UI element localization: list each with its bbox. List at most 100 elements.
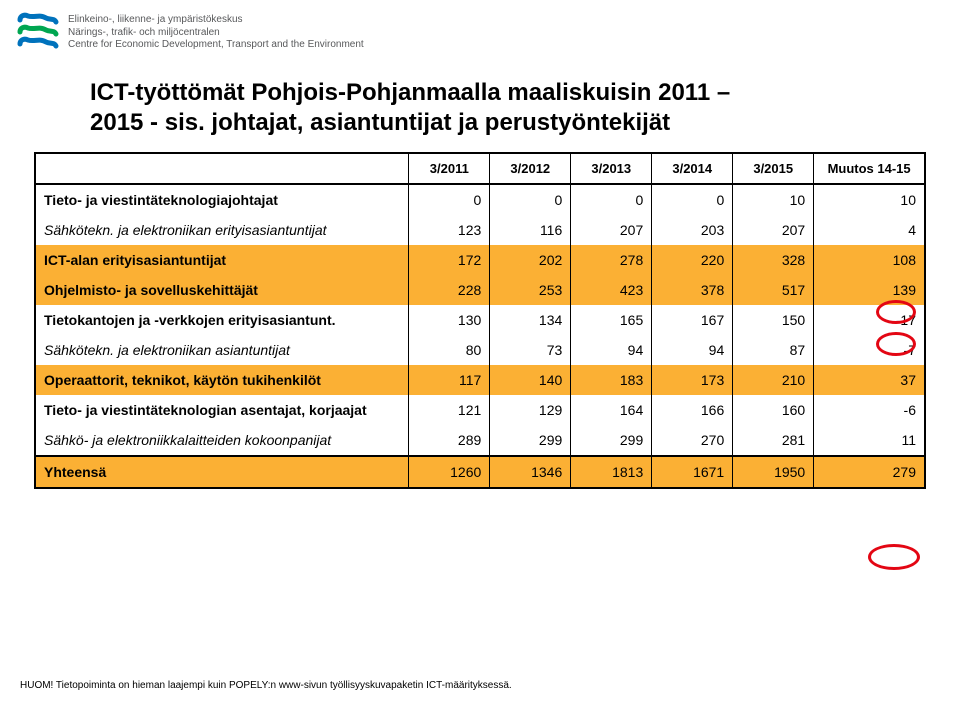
cell-value: 160 (733, 395, 814, 425)
cell-value: 10 (814, 184, 925, 215)
col-header: Muutos 14-15 (814, 153, 925, 184)
table-total-row: Yhteensä12601346181316711950279 (35, 456, 925, 488)
logo-block: Elinkeino-, liikenne- ja ympäristökeskus… (14, 10, 364, 56)
table-row: Tieto- ja viestintäteknologiajohtajat000… (35, 184, 925, 215)
col-header: 3/2012 (490, 153, 571, 184)
cell-value: 140 (490, 365, 571, 395)
cell-value: 167 (652, 305, 733, 335)
cell-value: 87 (733, 335, 814, 365)
cell-value: 37 (814, 365, 925, 395)
title-line-2: 2015 - sis. johtajat, asiantuntijat ja p… (90, 109, 670, 136)
row-label: Tietokantojen ja -verkkojen erityisasian… (35, 305, 409, 335)
cell-value: 139 (814, 275, 925, 305)
footnote-text: HUOM! Tietopoiminta on hieman laajempi k… (20, 680, 512, 691)
org-names: Elinkeino-, liikenne- ja ympäristökeskus… (68, 14, 364, 52)
cell-value: 203 (652, 215, 733, 245)
cell-value: 73 (490, 335, 571, 365)
cell-value: 117 (409, 365, 490, 395)
cell-value: 328 (733, 245, 814, 275)
highlight-circle-icon (868, 544, 920, 570)
cell-value: 299 (490, 425, 571, 456)
cell-value: 10 (733, 184, 814, 215)
cell-value: 165 (571, 305, 652, 335)
total-value: 1346 (490, 456, 571, 488)
cell-value: 130 (409, 305, 490, 335)
page-title: ICT-työttömät Pohjois-Pohjanmaalla maali… (90, 78, 910, 138)
cell-value: 166 (652, 395, 733, 425)
table-row: Ohjelmisto- ja sovelluskehittäjät2282534… (35, 275, 925, 305)
cell-value: 80 (409, 335, 490, 365)
cell-value: 0 (571, 184, 652, 215)
cell-value: 278 (571, 245, 652, 275)
cell-value: 270 (652, 425, 733, 456)
page-header: Elinkeino-, liikenne- ja ympäristökeskus… (0, 0, 960, 56)
table-row: Operaattorit, teknikot, käytön tukihenki… (35, 365, 925, 395)
row-label: ICT-alan erityisasiantuntijat (35, 245, 409, 275)
row-label: Ohjelmisto- ja sovelluskehittäjät (35, 275, 409, 305)
cell-value: 134 (490, 305, 571, 335)
cell-value: 94 (652, 335, 733, 365)
row-label: Sähkötekn. ja elektroniikan asiantuntija… (35, 335, 409, 365)
cell-value: 207 (733, 215, 814, 245)
cell-value: 172 (409, 245, 490, 275)
cell-value: 207 (571, 215, 652, 245)
cell-value: 4 (814, 215, 925, 245)
table-row: Sähkötekn. ja elektroniikan asiantuntija… (35, 335, 925, 365)
cell-value: 210 (733, 365, 814, 395)
org-line-fi: Elinkeino-, liikenne- ja ympäristökeskus (68, 14, 364, 27)
cell-value: 123 (409, 215, 490, 245)
cell-value: -7 (814, 335, 925, 365)
row-label: Tieto- ja viestintäteknologian asentajat… (35, 395, 409, 425)
org-line-sv: Närings-, trafik- och miljöcentralen (68, 27, 364, 40)
cell-value: 220 (652, 245, 733, 275)
cell-value: 150 (733, 305, 814, 335)
cell-value: 183 (571, 365, 652, 395)
cell-value: 253 (490, 275, 571, 305)
table-row: Tietokantojen ja -verkkojen erityisasian… (35, 305, 925, 335)
col-header: 3/2011 (409, 153, 490, 184)
ict-unemployment-table: 3/2011 3/2012 3/2013 3/2014 3/2015 Muuto… (34, 152, 926, 489)
table-row: ICT-alan erityisasiantuntijat17220227822… (35, 245, 925, 275)
cell-value: 0 (652, 184, 733, 215)
cell-value: 164 (571, 395, 652, 425)
cell-value: 228 (409, 275, 490, 305)
cell-value: 289 (409, 425, 490, 456)
cell-value: 0 (409, 184, 490, 215)
cell-value: 299 (571, 425, 652, 456)
data-table-wrap: 3/2011 3/2012 3/2013 3/2014 3/2015 Muuto… (34, 152, 926, 489)
total-value: 1813 (571, 456, 652, 488)
cell-value: 423 (571, 275, 652, 305)
total-value: 1671 (652, 456, 733, 488)
col-header: 3/2013 (571, 153, 652, 184)
cell-value: 281 (733, 425, 814, 456)
cell-value: 173 (652, 365, 733, 395)
cell-value: 11 (814, 425, 925, 456)
cell-value: 108 (814, 245, 925, 275)
title-line-1: ICT-työttömät Pohjois-Pohjanmaalla maali… (90, 79, 730, 106)
row-label: Tieto- ja viestintäteknologiajohtajat (35, 184, 409, 215)
col-header: 3/2014 (652, 153, 733, 184)
total-value: 1950 (733, 456, 814, 488)
table-row: Tieto- ja viestintäteknologian asentajat… (35, 395, 925, 425)
cell-value: -17 (814, 305, 925, 335)
cell-value: 517 (733, 275, 814, 305)
total-value: 279 (814, 456, 925, 488)
cell-value: 378 (652, 275, 733, 305)
table-body: Tieto- ja viestintäteknologiajohtajat000… (35, 184, 925, 488)
cell-value: -6 (814, 395, 925, 425)
row-label: Sähkö- ja elektroniikkalaitteiden kokoon… (35, 425, 409, 456)
table-header-row: 3/2011 3/2012 3/2013 3/2014 3/2015 Muuto… (35, 153, 925, 184)
table-row: Sähkö- ja elektroniikkalaitteiden kokoon… (35, 425, 925, 456)
row-label: Operaattorit, teknikot, käytön tukihenki… (35, 365, 409, 395)
cell-value: 0 (490, 184, 571, 215)
cell-value: 121 (409, 395, 490, 425)
org-logo-icon (14, 10, 60, 56)
cell-value: 129 (490, 395, 571, 425)
total-value: 1260 (409, 456, 490, 488)
row-label: Sähkötekn. ja elektroniikan erityisasian… (35, 215, 409, 245)
col-header-blank (35, 153, 409, 184)
total-label: Yhteensä (35, 456, 409, 488)
org-line-en: Centre for Economic Development, Transpo… (68, 39, 364, 52)
cell-value: 202 (490, 245, 571, 275)
table-row: Sähkötekn. ja elektroniikan erityisasian… (35, 215, 925, 245)
